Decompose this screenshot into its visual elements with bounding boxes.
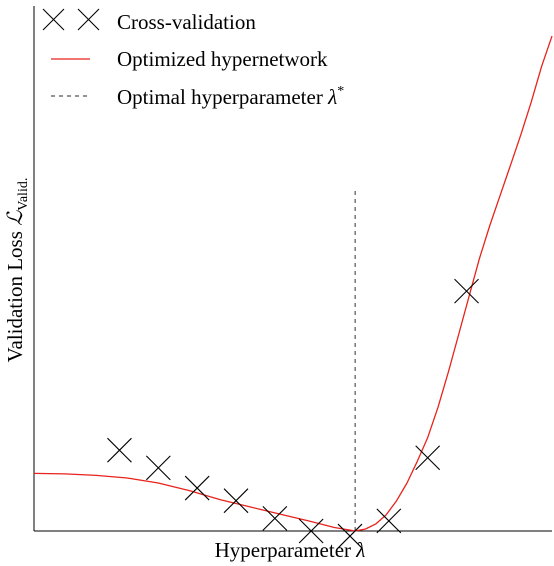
legend-marker-cross	[42, 8, 100, 31]
cv-point-10	[454, 278, 479, 304]
cv-markers-group	[107, 278, 479, 549]
legend-label-hypernetwork: Optimized hypernetwork	[117, 47, 328, 71]
cv-point-2	[145, 455, 171, 481]
cv-point-8	[376, 508, 402, 534]
cv-point-9	[415, 445, 441, 471]
y-axis-label: Validation Loss ℒValid.	[3, 178, 31, 363]
x-axis-label: Hyperparameter λ	[215, 538, 366, 562]
cv-point-1	[107, 437, 132, 463]
legend-label-optimal: Optimal hyperparameter λ*	[117, 84, 344, 109]
cv-point-6	[298, 518, 324, 544]
hypernetwork-curve	[33, 35, 553, 532]
legend: Cross-validation Optimized hypernetwork …	[42, 8, 344, 109]
cv-point-7	[337, 523, 363, 549]
hypernetwork-line-group	[33, 35, 553, 532]
cv-point-3	[184, 475, 210, 501]
legend-label-cross-validation: Cross-validation	[117, 10, 256, 34]
cv-point-4	[223, 488, 249, 514]
cv-point-5	[262, 505, 288, 531]
